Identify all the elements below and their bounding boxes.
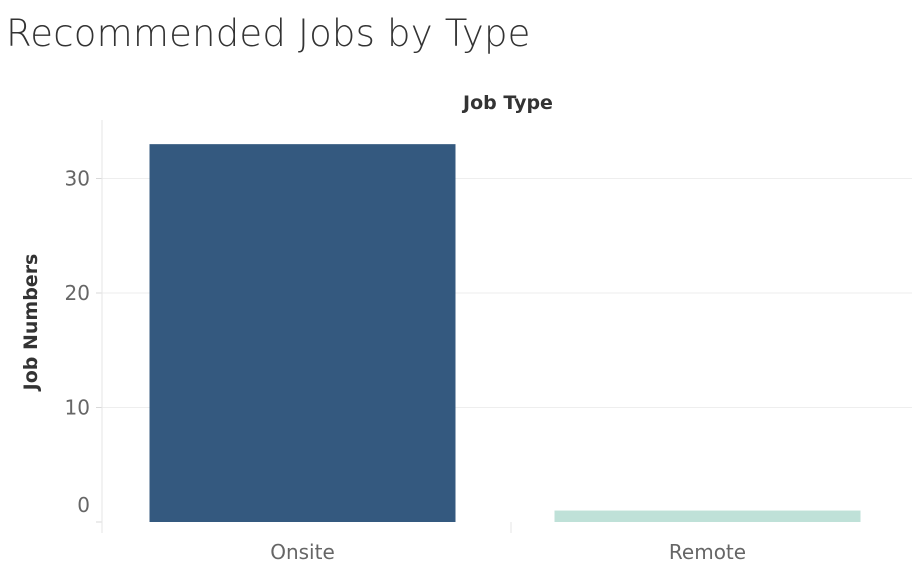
bars	[149, 144, 861, 522]
chart-title: Recommended Jobs by Type	[6, 12, 531, 55]
y-tick-label: 20	[65, 281, 90, 305]
bar-remote[interactable]	[554, 510, 861, 522]
x-tick-label: Remote	[669, 540, 746, 564]
x-axis-title: Job Type	[461, 92, 553, 114]
axes	[101, 120, 512, 533]
y-tick-label: 30	[65, 167, 90, 191]
x-tick-label: Onsite	[270, 540, 335, 564]
y-tick-labels: 0 10 20 30	[65, 167, 90, 518]
x-tick-labels: Onsite Remote	[270, 540, 746, 564]
y-tick-label: 0	[77, 493, 90, 517]
y-axis-title: Job Numbers	[20, 254, 42, 393]
bar-onsite[interactable]	[149, 144, 456, 522]
y-tick-label: 10	[65, 396, 90, 420]
